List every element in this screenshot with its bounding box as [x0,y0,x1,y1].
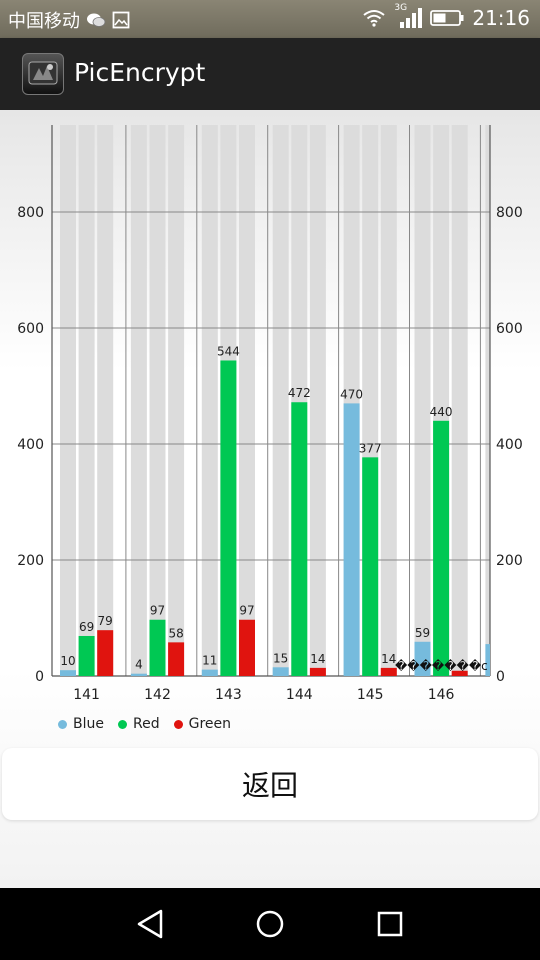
legend-dot-red [117,719,127,729]
y-tick-label-left: 800 [17,205,44,221]
bar-background [414,125,431,676]
y-tick-label-right: 600 [496,321,523,337]
x-tick-label: 142 [144,687,171,703]
bar-background [60,125,76,676]
legend-label-red: Red [132,716,160,732]
bar-value-label: 11 [202,654,217,668]
gallery-icon [112,11,130,29]
bar-red[interactable] [291,402,308,676]
y-tick-label-right: 800 [496,205,523,221]
bar-green[interactable] [380,667,397,676]
bar-blue-partial [485,644,490,676]
signal-indicator: 3G [394,3,423,29]
x-tick-label: 143 [215,687,242,703]
y-tick-label-right: 200 [496,553,523,569]
bar-value-label: 58 [168,626,183,640]
legend-label-green: Green [188,716,231,732]
signal-bars-icon [400,8,423,28]
x-tick-label: 145 [357,687,384,703]
network-type: 3G [394,3,408,13]
carrier-name: 中国移动 [8,11,80,32]
bar-value-label: 79 [98,614,113,628]
bar-value-label: 14 [310,652,325,666]
app-logo-icon [22,53,64,95]
bar-value-label: 377 [359,441,382,455]
bar-value-label: 440 [430,405,453,419]
bar-background [97,125,114,676]
bar-value-label: 4 [135,658,143,672]
bar-background [149,125,166,676]
bar-background [380,125,397,676]
bar-green[interactable] [451,670,468,676]
bar-background [239,125,255,676]
bar-background [78,125,95,676]
bar-background [485,125,490,676]
bar-red[interactable] [433,420,450,676]
bar-background [168,125,185,676]
legend-dot-green [173,719,183,729]
x-tick-label: 141 [73,687,100,703]
bar-background [130,125,147,676]
bar-red[interactable] [149,619,166,676]
bar-blue[interactable] [201,669,218,676]
x-tick-label: 146 [428,687,455,703]
bar-value-label: 97 [239,604,254,618]
bar-value-label: 59 [415,626,430,640]
bar-value-label: 14 [381,652,396,666]
status-left: 中国移动 [8,7,130,33]
home-circle-icon[interactable] [252,906,288,942]
app-title: PicEncrypt [74,58,206,87]
bar-red[interactable] [78,635,95,676]
bar-red[interactable] [362,457,379,676]
legend-item-blue: Blue [58,716,104,732]
y-tick-label-right: 0 [496,669,505,685]
bar-blue[interactable] [343,403,360,676]
back-triangle-icon[interactable] [133,906,169,942]
legend-item-green: Green [173,716,231,732]
bar-green[interactable] [97,630,114,676]
bar-background [309,125,326,676]
legend-dot-blue [58,719,67,729]
app-bar: PicEncrypt [0,38,540,110]
bar-green[interactable] [168,642,185,676]
bar-background [201,125,218,676]
back-button[interactable]: 返回 [2,748,538,820]
y-tick-label-left: 0 [35,669,44,685]
chart-screen: 0 0 200 200 400 400 600 600 800 800 141 142 143 144 1… [0,110,540,888]
y-tick-label-left: 400 [17,437,44,453]
bar-background [272,125,289,676]
bar-value-label: 10 [60,654,75,668]
bar-value-label: 97 [150,604,165,618]
bar-background [451,125,468,676]
bar-green[interactable] [239,619,255,676]
bar-blue[interactable] [130,673,147,676]
bar-blue[interactable] [272,667,289,676]
chart-legend: Blue Red Green [58,716,231,732]
wifi-icon [363,10,385,27]
y-tick-label-left: 200 [17,553,44,569]
bar-blue[interactable] [60,670,76,676]
bar-red[interactable] [220,360,237,676]
bar-green[interactable] [309,667,326,676]
bar-value-label: 69 [79,620,94,634]
legend-label-blue: Blue [73,716,104,732]
y-tick-label-left: 600 [17,321,44,337]
navigation-bar [0,888,540,960]
bar-value-label: 15 [273,651,288,665]
bar-value-label: 544 [217,344,240,358]
status-right: 3G 21:16 [362,3,530,30]
bar-blue[interactable] [414,641,431,676]
recents-square-icon[interactable] [372,906,408,942]
legend-item-red: Red [117,716,160,732]
overlap-label: �������c [395,659,488,673]
bar-value-label: 472 [288,386,311,400]
x-tick-label: 144 [286,687,313,703]
status-bar: 中国移动 3G [0,0,540,38]
battery-icon [430,10,464,26]
clock: 21:16 [472,6,530,30]
wechat-icon [87,13,106,27]
y-tick-label-right: 400 [496,437,523,453]
bar-value-label: 470 [340,387,363,401]
